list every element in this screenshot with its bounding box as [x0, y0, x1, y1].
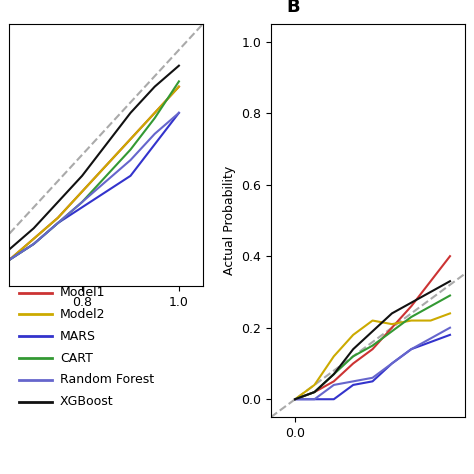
Text: MARS: MARS	[60, 330, 96, 343]
Text: XGBoost: XGBoost	[60, 395, 113, 408]
Text: Model1: Model1	[60, 286, 105, 299]
Text: CART: CART	[60, 352, 93, 365]
Text: Model2: Model2	[60, 308, 105, 321]
Text: Random Forest: Random Forest	[60, 374, 154, 386]
Y-axis label: Actual Probability: Actual Probability	[223, 166, 236, 275]
Text: B: B	[286, 0, 300, 16]
